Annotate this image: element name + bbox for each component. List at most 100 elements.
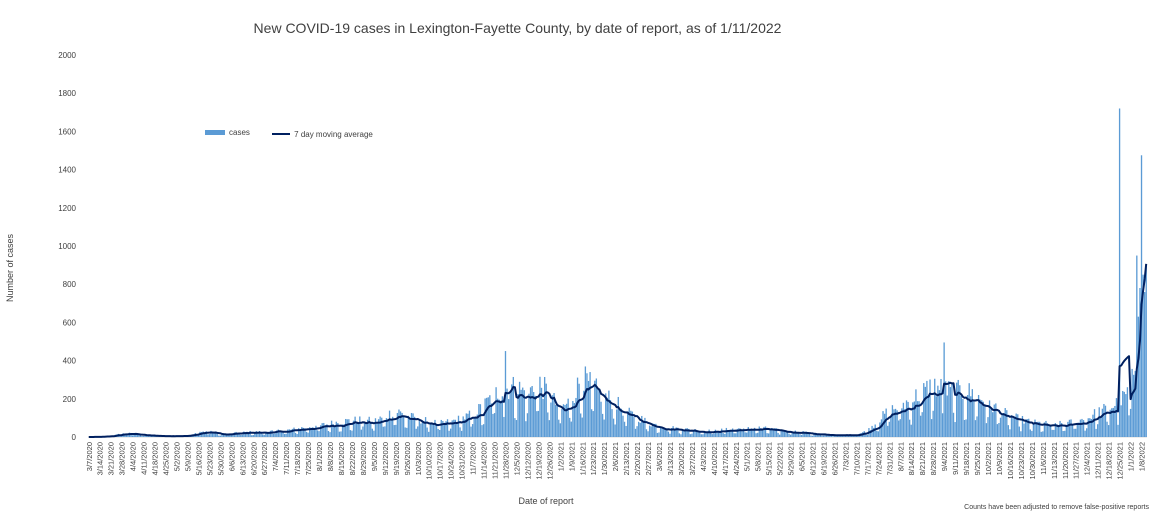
case-bar [899, 419, 901, 437]
case-bar [277, 429, 280, 437]
case-bar [415, 428, 417, 437]
case-bar [1114, 405, 1116, 437]
case-bar [824, 434, 826, 437]
case-bar [247, 433, 250, 437]
case-bar [362, 426, 364, 437]
case-bar [764, 426, 767, 437]
case-bar [142, 436, 145, 437]
case-bar [1043, 422, 1046, 437]
x-tick-label: 7/3/2021 [841, 442, 850, 471]
case-bar [691, 433, 693, 437]
case-bar [1031, 430, 1033, 437]
x-tick-label: 5/9/2020 [184, 442, 193, 471]
case-bar [661, 428, 663, 437]
case-bar [413, 416, 416, 437]
case-bar [985, 423, 988, 437]
case-bar [138, 434, 140, 437]
case-bar [567, 398, 569, 437]
case-bar [603, 419, 605, 437]
x-tick-label: 9/11/2021 [951, 442, 960, 475]
case-bar [728, 430, 731, 437]
case-bar [210, 430, 212, 437]
case-bar [1120, 405, 1122, 437]
case-bar [904, 408, 906, 437]
case-bar [121, 435, 123, 437]
case-bar [302, 427, 305, 437]
case-bar [1109, 409, 1111, 437]
case-bar [937, 385, 939, 437]
case-bar [923, 383, 925, 437]
x-tick-label: 12/25/2021 [1116, 442, 1125, 480]
case-bar [481, 425, 483, 437]
case-bar [821, 435, 823, 437]
case-bar [598, 388, 601, 437]
case-bar [739, 428, 742, 437]
case-bar [628, 407, 630, 437]
case-bar [1010, 415, 1013, 437]
case-bar [349, 430, 352, 437]
case-bar [722, 433, 724, 437]
case-bar [396, 412, 399, 437]
case-bar [1117, 424, 1119, 437]
case-bar [332, 424, 334, 437]
case-bar [1111, 408, 1113, 437]
case-bar [309, 427, 311, 437]
case-bar [614, 424, 616, 437]
x-tick-label: 7/10/2021 [852, 442, 861, 475]
case-bar [606, 397, 608, 437]
case-bar [785, 430, 787, 437]
case-bar [1070, 419, 1072, 437]
case-bar [146, 435, 148, 437]
case-bar [545, 383, 547, 437]
case-bar [866, 434, 869, 437]
case-bar [971, 389, 973, 437]
case-bar [652, 423, 654, 437]
case-bar [323, 422, 325, 437]
legend-moving-average-label: 7 day moving average [294, 129, 373, 139]
case-bar [1037, 421, 1039, 437]
case-bar [459, 427, 461, 437]
case-bar [769, 429, 771, 437]
case-bar [229, 435, 231, 437]
case-bar [534, 395, 536, 437]
x-tick-label: 10/31/2020 [458, 442, 467, 480]
x-tick-label: 11/6/2021 [1039, 442, 1048, 475]
case-bar [684, 428, 687, 437]
case-bar [797, 433, 800, 437]
case-bar [612, 418, 615, 437]
case-bar [399, 411, 402, 437]
case-bar [1009, 429, 1011, 437]
x-tick-label: 8/8/2020 [326, 442, 335, 471]
case-bar [442, 421, 444, 437]
x-tick-label: 1/16/2021 [578, 442, 587, 475]
case-bar [887, 425, 889, 437]
legend-cases: cases [205, 128, 250, 137]
case-bar [938, 390, 941, 437]
case-bar [680, 434, 682, 437]
x-tick-label: 1/9/2021 [567, 442, 576, 471]
x-tick-label: 6/12/2021 [809, 442, 818, 475]
x-tick-label: 10/24/2020 [447, 442, 456, 480]
case-bar [713, 433, 715, 437]
case-bar [1107, 425, 1110, 437]
case-bar [641, 415, 643, 437]
case-bar [525, 421, 527, 437]
case-bar [927, 397, 930, 437]
case-bar [573, 403, 576, 437]
case-bar [930, 419, 933, 437]
case-bar [208, 434, 211, 437]
case-bar [526, 413, 529, 437]
case-bar [283, 433, 286, 437]
case-bar [766, 433, 768, 437]
case-bar [238, 433, 240, 437]
case-bar [1067, 421, 1069, 437]
case-bar [310, 427, 312, 437]
case-bar [683, 430, 685, 437]
case-bar [243, 431, 245, 437]
case-bar [312, 427, 314, 437]
case-bar [592, 411, 594, 437]
case-bar [130, 434, 132, 437]
case-bar [744, 432, 746, 437]
case-bar [988, 400, 991, 437]
case-bar [1129, 408, 1132, 437]
